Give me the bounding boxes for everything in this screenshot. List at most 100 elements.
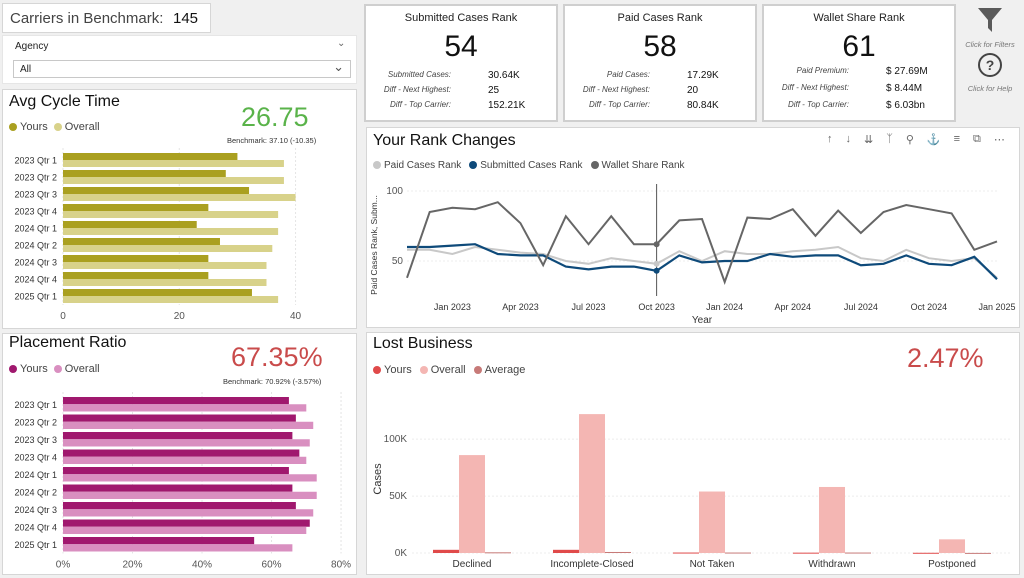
category-label: Postponed [928, 559, 976, 570]
arrow-up-icon[interactable]: ↑ [827, 133, 833, 145]
hover-point [653, 267, 660, 274]
x-tick-label: Apr 2024 [775, 302, 812, 312]
kpi-title: Wallet Share Rank [813, 12, 905, 24]
category-label: 2023 Qtr 4 [14, 207, 57, 217]
help-label: Click for Help [967, 84, 1013, 93]
bar-yours [63, 272, 209, 279]
x-tick-label: Oct 2024 [911, 302, 948, 312]
kpi-row-value: $ 8.44M [886, 83, 923, 94]
bell-icon[interactable]: ⚓ [926, 134, 941, 146]
kpi-row-label: Diff - Top Carrier: [389, 100, 451, 109]
bar-yours [63, 484, 293, 492]
bar-overall [63, 177, 284, 184]
bar-overall [63, 194, 296, 201]
lost-business-title: Lost Business [373, 335, 473, 352]
help-button[interactable]: ? Click for Help [958, 52, 1022, 93]
legend-label: Submitted Cases Rank [480, 160, 583, 171]
legend-item[interactable]: Wallet Share Rank [590, 160, 685, 171]
avg-cycle-title: Avg Cycle Time [9, 93, 120, 110]
y-tick-label: 100 [386, 186, 403, 197]
filter-lines-icon[interactable]: ≡ [953, 133, 961, 145]
bar-overall [63, 296, 279, 303]
rank-legend: Paid Cases Rank Submitted Cases Rank Wal… [373, 160, 685, 171]
kpi-row-value: $ 6.03bn [886, 100, 925, 111]
legend-item[interactable]: Overall [419, 364, 466, 376]
placement-value: 67.35% [231, 342, 323, 372]
legend-item[interactable]: Paid Cases Rank [373, 160, 461, 171]
kpi-row-label: Submitted Cases: [387, 70, 451, 79]
bar-average [965, 552, 991, 554]
bar-average [845, 552, 871, 554]
bar-yours [793, 552, 819, 554]
visual-toolbar: ↑ ↓ ⇊ ᛉ ⚲ ⚓ ≡ ⧉ ⋯ [827, 133, 1005, 146]
pin-icon[interactable]: ⚲ [905, 134, 914, 146]
category-label: Declined [453, 559, 492, 570]
lost-business-card: Lost Business Yours Overall Average 2.47… [366, 332, 1020, 575]
carriers-value: 145 [173, 10, 199, 27]
bar-overall [63, 474, 317, 482]
bar-overall [63, 526, 307, 534]
double-arrow-down-icon[interactable]: ⇊ [864, 134, 874, 146]
avg-cycle-benchmark: Benchmark: 37.10 (-10.35) [227, 136, 317, 145]
more-icon[interactable]: ⋯ [993, 134, 1005, 146]
rank-changes-chart: 50 100 Jan 2023 Apr 2023 Jul 2023 Oct 2023 Jan… [369, 184, 1016, 326]
category-label: 2025 Qtr 1 [14, 540, 57, 550]
avg-cycle-legend: Yours Overall [9, 121, 100, 133]
focus-icon[interactable]: ⧉ [973, 133, 981, 145]
svg-text:?: ? [986, 57, 995, 73]
kpi-row-value: $ 27.69M [886, 66, 928, 77]
legend-item[interactable]: Submitted Cases Rank [469, 160, 583, 171]
bar-overall [579, 414, 605, 553]
bar-yours [63, 187, 250, 194]
bar-yours [63, 537, 255, 545]
agency-dropdown[interactable]: All ⌄ [13, 59, 351, 78]
legend-label: Average [484, 364, 526, 376]
x-tick-label: Jan 2024 [706, 302, 743, 312]
category-label: Incomplete-Closed [550, 559, 633, 570]
arrow-down-icon[interactable]: ↓ [845, 133, 852, 145]
avg-cycle-chart: 0 20 40 2023 Qtr 1 2023 Qtr 2 2023 Qtr 3 2023 … [14, 148, 302, 322]
bar-yours [63, 170, 226, 177]
category-label: 2023 Qtr 3 [14, 190, 57, 200]
x-tick-label: Jul 2023 [572, 302, 606, 312]
avg-cycle-value: 26.75 [241, 102, 309, 132]
kpi-card-paid: Paid Cases Rank 58 Paid Cases: 17.29K Dif… [563, 4, 757, 122]
filters-button[interactable]: Click for Filters [958, 4, 1022, 49]
category-label: 2024 Qtr 2 [14, 487, 57, 497]
legend-item[interactable]: Yours [9, 121, 48, 133]
bar-overall [63, 160, 284, 167]
rank-changes-title: Your Rank Changes [373, 132, 516, 149]
category-label: 2024 Qtr 4 [14, 275, 57, 285]
kpi-row-label: Diff - Next Highest: [582, 85, 650, 94]
bar-overall [63, 228, 279, 235]
bar-overall [63, 245, 273, 252]
legend-item[interactable]: Average [473, 364, 526, 376]
legend-item[interactable]: Yours [9, 363, 48, 375]
x-tick-label: 0 [60, 311, 66, 322]
x-tick-label: 80% [331, 560, 351, 571]
legend-item[interactable]: Overall [53, 121, 100, 133]
fork-icon[interactable]: ᛉ [886, 133, 893, 145]
legend-item[interactable]: Overall [53, 363, 100, 375]
bar-overall [63, 439, 310, 447]
bar-yours [63, 397, 289, 405]
x-tick-label: 20% [123, 560, 143, 571]
agency-collapse-icon[interactable]: ⌄ [337, 38, 346, 49]
bar-overall [63, 509, 314, 517]
bar-yours [63, 467, 289, 475]
bar-yours [63, 153, 238, 160]
kpi-row-value: 25 [488, 85, 500, 96]
legend-item[interactable]: Yours [373, 364, 412, 376]
kpi-row-value: 30.64K [488, 70, 520, 81]
hover-point [653, 241, 660, 248]
bar-overall [459, 455, 485, 553]
kpi-row-value: 20 [687, 85, 699, 96]
legend-label: Overall [430, 364, 466, 376]
category-label: 2023 Qtr 2 [14, 173, 57, 183]
kpi-title: Submitted Cases Rank [404, 12, 518, 24]
kpi-card-submitted: Submitted Cases Rank 54 Submitted Cases:… [364, 4, 558, 122]
x-tick-label: 60% [262, 560, 282, 571]
kpi-row-label: Diff - Next Highest: [383, 85, 451, 94]
bar-average [485, 552, 511, 554]
lost-business-legend: Yours Overall Average [373, 364, 525, 376]
